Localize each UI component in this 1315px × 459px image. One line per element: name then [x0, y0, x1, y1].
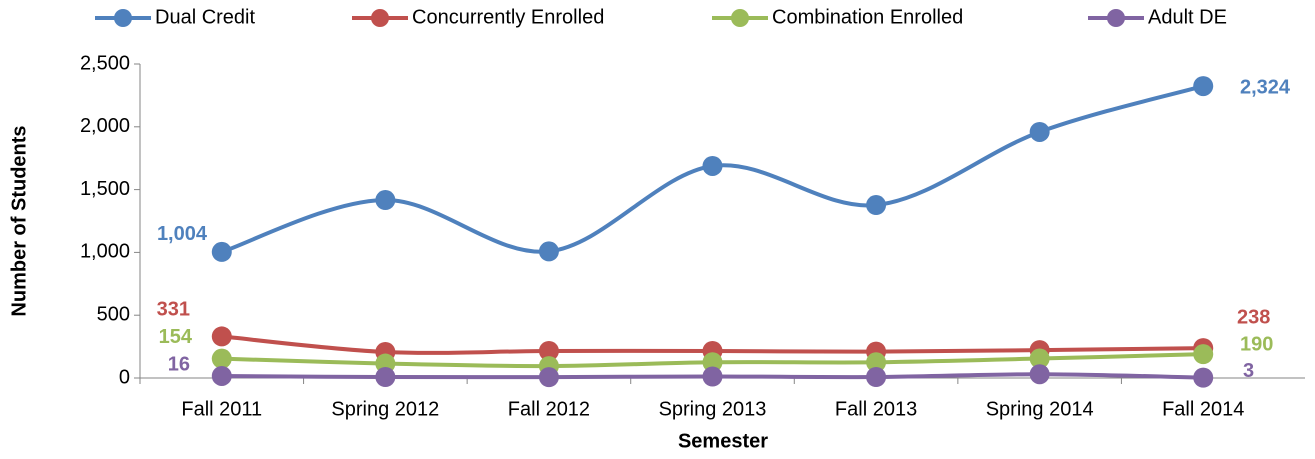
series-marker	[538, 367, 559, 388]
series-marker	[375, 190, 396, 211]
series-marker	[1193, 367, 1214, 388]
data-label: 3	[1243, 360, 1254, 382]
series-marker	[538, 340, 559, 361]
series-marker	[866, 366, 887, 387]
y-tick-label: 1,000	[80, 241, 130, 263]
legend-label: Combination Enrolled	[772, 6, 963, 28]
legend-label: Concurrently Enrolled	[412, 6, 604, 28]
x-tick-label: Spring 2013	[659, 398, 767, 420]
data-label: 154	[159, 326, 193, 348]
x-tick-label: Fall 2013	[835, 398, 917, 420]
data-label: 238	[1237, 306, 1270, 328]
legend-label: Adult DE	[1148, 6, 1227, 28]
data-label: 16	[168, 353, 190, 375]
y-axis-label: Number of Students	[8, 125, 30, 316]
y-tick-label: 0	[119, 366, 130, 388]
legend-marker	[731, 9, 749, 27]
data-label: 331	[157, 299, 190, 321]
y-tick-label: 500	[97, 303, 130, 325]
legend-label: Dual Credit	[155, 6, 255, 28]
y-tick-label: 2,500	[80, 52, 130, 74]
series-marker	[211, 348, 232, 369]
series-marker	[866, 195, 887, 216]
y-tick-label: 2,000	[80, 115, 130, 137]
series-marker	[1193, 344, 1214, 365]
series-marker	[866, 352, 887, 373]
series-marker	[211, 326, 232, 347]
series-marker	[1029, 348, 1050, 369]
series-marker	[702, 366, 723, 387]
series-marker	[211, 365, 232, 386]
series-marker	[702, 352, 723, 373]
x-tick-label: Fall 2012	[508, 398, 590, 420]
x-tick-label: Spring 2014	[986, 398, 1094, 420]
data-label: 2,324	[1240, 76, 1291, 98]
series-marker	[1029, 121, 1050, 142]
series-marker	[1193, 76, 1214, 97]
series-marker	[1029, 364, 1050, 385]
series-marker	[375, 366, 396, 387]
y-tick-label: 1,500	[80, 178, 130, 200]
legend-marker	[1107, 9, 1125, 27]
series-marker	[702, 155, 723, 176]
series-marker	[211, 241, 232, 262]
x-tick-label: Fall 2014	[1162, 398, 1244, 420]
series-marker	[538, 241, 559, 262]
x-tick-label: Fall 2011	[181, 398, 262, 420]
data-label: 1,004	[157, 223, 208, 245]
x-axis-label: Semester	[678, 430, 768, 452]
x-tick-label: Spring 2012	[331, 398, 439, 420]
legend-marker	[114, 9, 132, 27]
data-label: 190	[1240, 333, 1273, 355]
legend-marker	[371, 9, 389, 27]
